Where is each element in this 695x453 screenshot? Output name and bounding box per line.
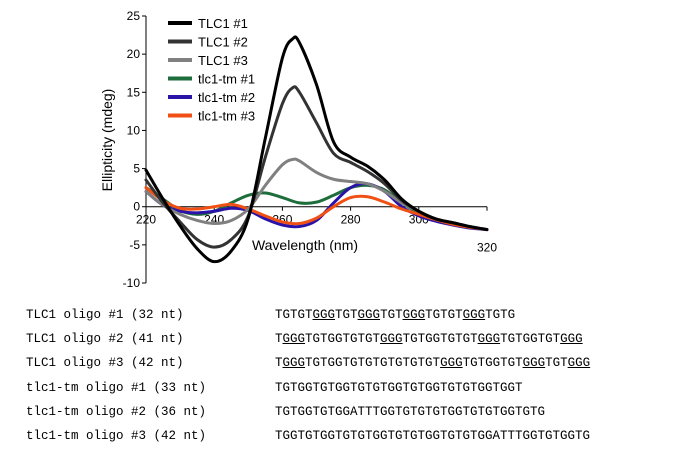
x-tick-label: 220: [136, 213, 156, 227]
sequence-segment: TGTGGTGT: [500, 332, 561, 347]
sequence-segment: TGTGT: [275, 308, 313, 322]
y-tick-label: 0: [133, 200, 140, 214]
sequence-segment: T: [275, 356, 283, 371]
sequence-segment: TGTGGTGT: [462, 356, 523, 371]
series-line-6: [144, 186, 489, 232]
oligo-sequence: TGGGTGTGGTGTGTGTGTGTGTGGGTGTGGTGTGGGTGTG…: [275, 351, 590, 375]
oligo-sequence: TGGGTGTGGTGTGTGGGTGTGGTGTGTGGGTGTGGTGTGG…: [275, 327, 583, 351]
legend-label: tlc1-tm #1: [198, 72, 255, 87]
sequence-segment: TGT: [380, 308, 403, 322]
sequence-segment: TGTGGTGTGGTGTGTGGTGTGGTGTGTGGTGGT: [275, 380, 523, 395]
oligo-row: TLC1 oligo #1 (32 nt) TGTGTGGGTGTGGGTGTGG…: [26, 303, 590, 327]
y-tick-label: 20: [127, 47, 141, 61]
g-tract-segment: GGG: [282, 332, 306, 347]
y-axis-label: Ellipticity (mdeg): [99, 89, 115, 192]
oligo-name: TLC1 oligo #3 (42 nt): [26, 356, 184, 371]
x-axis-label: Wavelength (nm): [252, 237, 358, 253]
g-tract-segment: GGG: [477, 332, 501, 347]
y-tick-label: 10: [127, 123, 141, 137]
g-tract-segment: GGG: [380, 332, 403, 347]
x-tick-label: 280: [341, 213, 361, 227]
sequence-segment: TGTGGTGTGT: [402, 332, 478, 347]
oligo-row: tlc1-tm oligo #2 (36 nt) TGTGGTGTGGATTTGG…: [26, 400, 590, 424]
sequence-segment: T: [275, 332, 283, 347]
g-tract-segment: GGG: [282, 356, 306, 371]
oligo-name: tlc1-tm oligo #1 (33 nt): [26, 380, 207, 395]
oligo-row: tlc1-tm oligo #3 (42 nt) TGGTGTGGTGTGTGGT…: [26, 424, 590, 448]
chart-legend: TLC1 #1 TLC1 #2 TLC1 #3 tlc1-tm #1 tlc1-tm #…: [168, 16, 255, 124]
oligo-name: tlc1-tm oligo #2 (36 nt): [26, 404, 207, 419]
sequence-segment: TGT: [545, 356, 568, 371]
y-tick-label: 15: [127, 85, 141, 99]
legend-label: TLC1 #1: [198, 16, 248, 31]
legend-label: tlc1-tm #2: [198, 90, 255, 105]
legend-label: tlc1-tm #3: [198, 109, 255, 124]
g-tract-segment: GGG: [462, 308, 486, 322]
sequence-segment: TGGTGTGGTGTGTGGTGTGTGGTGTGTGGATTTGGTGTGG…: [275, 428, 591, 443]
y-tick-label: 25: [127, 9, 141, 23]
oligo-sequence: TGTGTGGGTGTGGGTGTGGGTGTGTGGGTGTG: [275, 303, 515, 327]
g-tract-segment: GGG: [402, 308, 426, 322]
x-tick-label: 320: [477, 241, 497, 255]
oligo-name: TLC1 oligo #2 (41 nt): [26, 332, 184, 347]
oligo-row: TLC1 oligo #3 (42 nt) TGGGTGTGGTGTGTGTGTG…: [26, 351, 590, 375]
sequence-segment: TGTGGTGTGTGTGTGTGT: [305, 356, 441, 371]
oligo-sequence: TGTGGTGTGGTGTGTGGTGTGGTGTGTGGTGGT: [275, 376, 523, 400]
g-tract-segment: GGG: [312, 308, 336, 322]
series-line-4: [144, 183, 489, 232]
g-tract-segment: GGG: [522, 356, 546, 371]
y-tick-label: -5: [129, 238, 140, 252]
sequence-segment: TGTGGTGTGT: [305, 332, 381, 347]
oligo-name: TLC1 oligo #1 (32 nt): [26, 308, 184, 322]
oligo-table: TLC1 oligo #1 (32 nt) TGTGTGGGTGTGGGTGTGG…: [26, 303, 590, 448]
series-line-5: [144, 182, 489, 232]
chart-series-lines: [144, 35, 489, 264]
oligo-name: tlc1-tm oligo #3 (42 nt): [26, 428, 207, 443]
y-tick-label: -10: [123, 276, 141, 290]
sequence-segment: TGTGGTGTGGATTTGGTGTGTGTGGTGTGTGGTGTG: [275, 404, 546, 419]
sequence-segment: TGT: [335, 308, 358, 322]
oligo-sequence: TGTGGTGTGGATTTGGTGTGTGTGGTGTGTGGTGTG: [275, 400, 545, 424]
g-tract-segment: GGG: [560, 332, 583, 347]
sequence-segment: TGTGT: [425, 308, 463, 322]
oligo-row: TLC1 oligo #2 (41 nt) TGGGTGTGGTGTGTGGGTG…: [26, 327, 590, 351]
g-tract-segment: GGG: [567, 356, 591, 371]
g-tract-segment: GGG: [357, 308, 381, 322]
legend-label: TLC1 #2: [198, 35, 248, 50]
oligo-sequence: TGGTGTGGTGTGTGGTGTGTGGTGTGTGGATTTGGTGTGG…: [275, 424, 590, 448]
g-tract-segment: GGG: [440, 356, 463, 371]
oligo-row: tlc1-tm oligo #1 (33 nt) TGTGGTGTGGTGTGTG…: [26, 376, 590, 400]
legend-label: TLC1 #3: [198, 53, 248, 68]
sequence-segment: TGTG: [485, 308, 516, 322]
y-tick-label: 5: [133, 162, 140, 176]
series-line-1: [144, 35, 489, 264]
